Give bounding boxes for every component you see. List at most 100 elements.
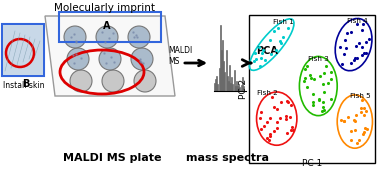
Point bbox=[307, 73, 313, 76]
Circle shape bbox=[64, 26, 86, 48]
Point bbox=[310, 100, 316, 103]
Point bbox=[256, 46, 262, 48]
Point bbox=[337, 46, 343, 49]
Circle shape bbox=[131, 48, 153, 70]
Point bbox=[319, 109, 325, 112]
Point bbox=[354, 56, 360, 59]
Point bbox=[260, 49, 266, 51]
Text: A: A bbox=[103, 21, 110, 31]
Circle shape bbox=[134, 70, 156, 92]
Point bbox=[283, 117, 289, 120]
Point bbox=[351, 58, 357, 61]
Point bbox=[267, 117, 273, 120]
Circle shape bbox=[99, 48, 121, 70]
FancyBboxPatch shape bbox=[249, 15, 375, 163]
Point bbox=[348, 130, 354, 132]
Point bbox=[361, 106, 367, 109]
Circle shape bbox=[70, 70, 92, 92]
Point bbox=[267, 39, 273, 42]
Text: PCA: PCA bbox=[256, 46, 278, 56]
Point bbox=[361, 131, 367, 133]
Point bbox=[341, 119, 347, 122]
Point bbox=[268, 135, 274, 138]
Point bbox=[277, 40, 283, 43]
Point bbox=[258, 111, 264, 114]
Point bbox=[283, 114, 289, 117]
Point bbox=[271, 130, 277, 133]
Point bbox=[262, 59, 268, 62]
Text: mass spectra: mass spectra bbox=[186, 153, 270, 163]
Point bbox=[348, 139, 354, 141]
Point bbox=[310, 92, 316, 95]
Point bbox=[343, 47, 349, 49]
Circle shape bbox=[102, 70, 124, 92]
Text: Fish 3: Fish 3 bbox=[308, 56, 329, 62]
Point bbox=[304, 85, 310, 88]
Point bbox=[363, 52, 369, 54]
Point bbox=[352, 120, 358, 123]
Circle shape bbox=[67, 48, 89, 70]
Point bbox=[285, 27, 291, 29]
Point bbox=[359, 29, 365, 32]
Point bbox=[341, 119, 347, 122]
Point bbox=[359, 99, 365, 101]
Point bbox=[338, 119, 344, 122]
Point bbox=[251, 60, 257, 63]
Text: Fish 2: Fish 2 bbox=[257, 90, 277, 96]
Point bbox=[288, 103, 294, 106]
Point bbox=[253, 58, 259, 61]
Point bbox=[266, 133, 273, 135]
Point bbox=[316, 98, 322, 100]
Point bbox=[290, 128, 296, 131]
Point bbox=[307, 77, 313, 79]
Text: Fish 5: Fish 5 bbox=[350, 93, 370, 99]
Point bbox=[354, 141, 360, 144]
Point bbox=[257, 64, 263, 67]
Point bbox=[322, 65, 328, 67]
Point bbox=[351, 118, 357, 121]
Point bbox=[342, 38, 348, 41]
Point bbox=[289, 125, 295, 128]
Point bbox=[360, 133, 366, 136]
Point bbox=[364, 128, 370, 130]
Point bbox=[345, 116, 352, 119]
Point bbox=[284, 99, 290, 102]
Point bbox=[302, 68, 308, 70]
Text: PC 1: PC 1 bbox=[302, 159, 322, 168]
Point bbox=[284, 131, 290, 134]
Point bbox=[259, 52, 265, 54]
Point bbox=[359, 23, 366, 25]
Point bbox=[311, 78, 317, 81]
Circle shape bbox=[128, 26, 150, 48]
Text: Molecularly imprint: Molecularly imprint bbox=[54, 3, 155, 13]
Point bbox=[363, 109, 369, 112]
Point bbox=[273, 49, 279, 51]
Point bbox=[258, 127, 264, 130]
Point bbox=[364, 41, 370, 43]
Point bbox=[264, 121, 270, 123]
Text: Fish 4: Fish 4 bbox=[347, 18, 368, 24]
Point bbox=[257, 117, 263, 120]
Point bbox=[352, 128, 358, 131]
Point bbox=[328, 71, 334, 73]
Point bbox=[253, 52, 259, 54]
Point bbox=[344, 31, 350, 34]
Point bbox=[341, 53, 347, 55]
Point bbox=[275, 27, 281, 29]
Point bbox=[268, 53, 274, 56]
Point bbox=[320, 101, 326, 104]
Point bbox=[356, 41, 362, 44]
Point bbox=[359, 54, 365, 57]
Point bbox=[317, 75, 323, 78]
Point bbox=[359, 45, 365, 48]
Text: MALDI MS plate: MALDI MS plate bbox=[63, 153, 161, 163]
Point bbox=[269, 96, 275, 99]
Point bbox=[361, 127, 367, 129]
Point bbox=[277, 117, 284, 120]
Point bbox=[321, 109, 327, 112]
Point bbox=[304, 65, 310, 67]
Point bbox=[261, 125, 267, 127]
Text: Fish 1: Fish 1 bbox=[273, 19, 294, 25]
Point bbox=[361, 113, 367, 116]
Point bbox=[274, 121, 280, 123]
